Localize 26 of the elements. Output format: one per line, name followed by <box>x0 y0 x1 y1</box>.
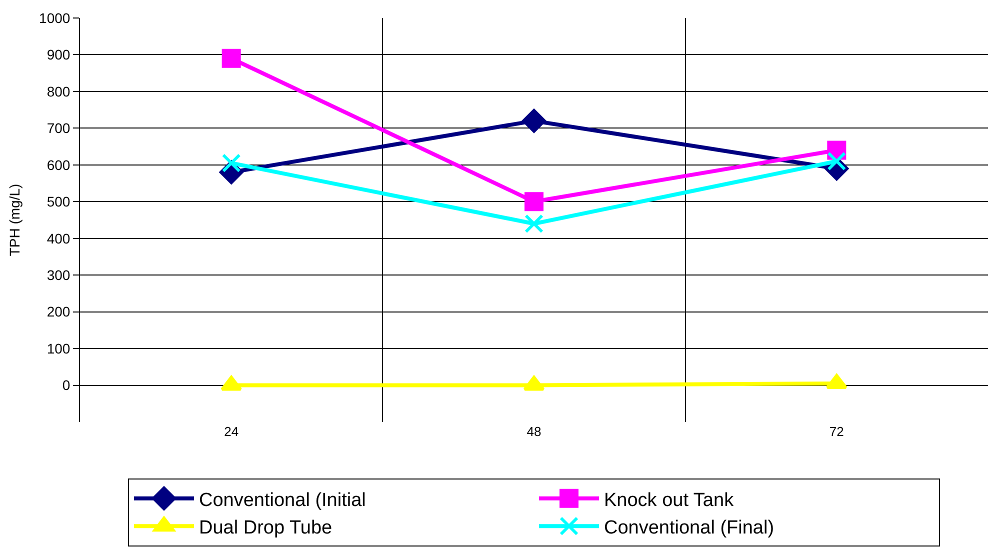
y-tick-label: 800 <box>46 83 70 100</box>
y-tick-label: 500 <box>46 194 70 210</box>
y-tick-label: 100 <box>46 340 70 356</box>
y-tick-label: 200 <box>46 304 70 320</box>
x-tick-label: 72 <box>829 424 844 439</box>
y-tick-label: 0 <box>62 377 70 394</box>
point <box>524 214 544 234</box>
legend-label: Conventional (Final) <box>604 518 774 539</box>
y-tick-label: 1000 <box>39 10 70 26</box>
point <box>522 108 546 133</box>
legend-label: Knock out Tank <box>604 490 734 511</box>
point <box>220 376 242 391</box>
x-tick-label: 24 <box>224 424 239 439</box>
point <box>524 192 544 212</box>
legend-label: Dual Drop Tube <box>199 518 332 539</box>
y-tick-label: 300 <box>46 266 70 283</box>
x-tick-label: 48 <box>526 424 542 439</box>
y-tick-label: 600 <box>46 156 70 173</box>
y-tick-label: 400 <box>46 230 70 246</box>
legend-label: Conventional (Initial <box>199 490 366 511</box>
point <box>826 374 848 389</box>
point <box>222 48 241 68</box>
y-tick-label: 700 <box>46 120 70 136</box>
point <box>523 376 545 391</box>
y-axis-title: TPH (mg/L) <box>6 184 23 256</box>
y-tick-label: 900 <box>46 46 70 63</box>
